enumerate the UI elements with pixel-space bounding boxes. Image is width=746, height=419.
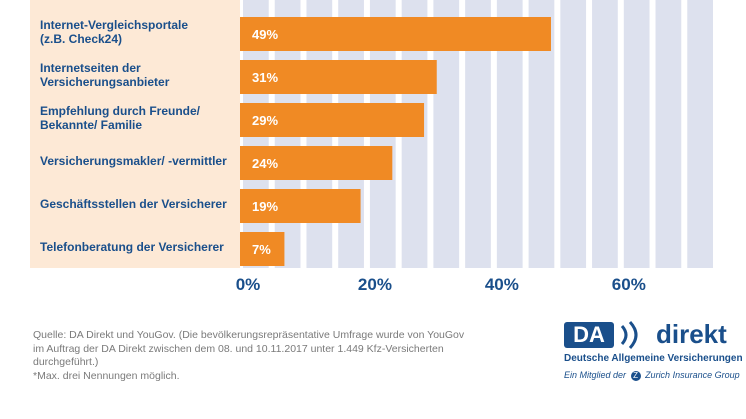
bar-value-label-1: 31% <box>252 70 278 85</box>
grid-stripe <box>687 0 713 268</box>
bar-chart: 49% 31% 29% 24% 19% 7% <box>30 0 713 268</box>
x-tick-label-3: 60% <box>611 275 646 294</box>
x-tick-label-0: 0% <box>235 275 261 294</box>
category-label-0: Internet-Vergleichsportale (z.B. Check24… <box>40 18 189 46</box>
bar-value-label-3: 24% <box>252 156 278 171</box>
bar-2 <box>240 103 425 137</box>
x-tick-label-1: 20% <box>357 275 392 294</box>
label-panel <box>30 0 240 268</box>
x-tick-label-2: 40% <box>484 275 519 294</box>
bar-3 <box>240 146 393 180</box>
grid-stripe <box>560 0 587 268</box>
logo-member-suffix: Zurich Insurance Group <box>645 370 740 380</box>
chart-area: 49% 31% 29% 24% 19% 7% Internet-Vergleichspor… <box>30 0 713 294</box>
zurich-icon: Z <box>630 370 641 381</box>
logo-subtitle: Deutsche Allgemeine Versicherungen <box>564 353 743 364</box>
bar-5 <box>240 232 285 266</box>
category-label-1: Internetseiten der Versicherungsanbieter <box>40 61 170 89</box>
logo-member-prefix: Ein Mitglied der <box>564 370 627 380</box>
bar-value-label-2: 29% <box>252 113 278 128</box>
category-label-5: Telefonberatung der Versicherer <box>40 240 224 254</box>
grid-stripe <box>623 0 650 268</box>
footnote: *Max. drei Nennungen möglich. <box>33 370 180 382</box>
category-label-3: Versicherungsmakler/ -vermittler <box>40 154 227 168</box>
da-direkt-logo: DA direkt Deutsche Allgemeine Versicheru… <box>560 318 743 388</box>
source-note: Quelle: DA Direkt und YouGov. (Die bevöl… <box>33 329 465 368</box>
logo-box: DA <box>564 322 614 348</box>
grid-stripe <box>655 0 682 268</box>
category-label-2: Empfehlung durch Freunde/ Bekannte/ Fami… <box>40 104 201 132</box>
category-label-4: Geschäftsstellen der Versicherer <box>40 197 227 211</box>
bar-1 <box>240 60 437 94</box>
bar-0 <box>240 17 551 51</box>
logo-member-line: Ein Mitglied der Z Zurich Insurance Grou… <box>564 370 740 381</box>
bar-value-label-0: 49% <box>252 27 278 42</box>
logo-word: direkt <box>656 319 727 349</box>
bar-value-label-4: 19% <box>252 199 278 214</box>
bar-value-label-5: 7% <box>252 242 271 257</box>
bar-4 <box>240 189 361 223</box>
logo-signal-icon <box>620 320 638 350</box>
grid-stripe <box>592 0 618 268</box>
